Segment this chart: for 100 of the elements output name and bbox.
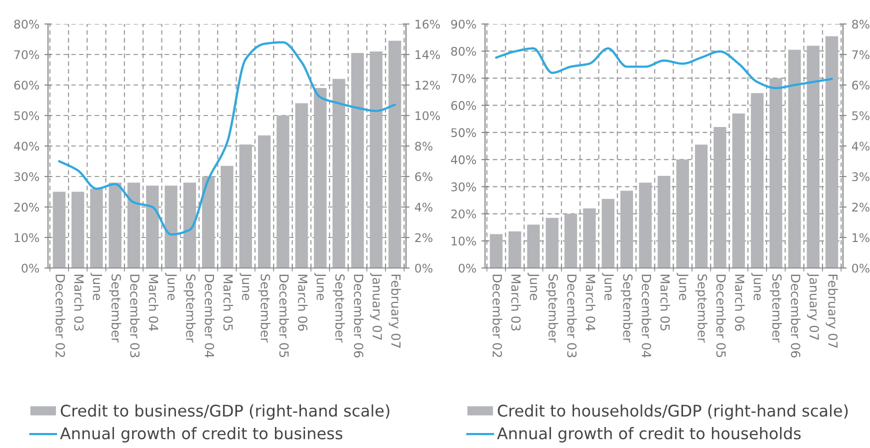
- bar: [90, 188, 103, 268]
- bar: [258, 135, 271, 268]
- y-tick-label: 50%: [14, 111, 40, 120]
- x-tick-label: September: [184, 274, 196, 343]
- bar: [620, 190, 634, 268]
- y-tick-label: 40%: [14, 142, 40, 151]
- bar: [564, 214, 578, 268]
- legend-label: Annual growth of credit to households: [497, 427, 801, 442]
- bar: [183, 182, 196, 268]
- y2-tick-label: 3%: [852, 172, 870, 182]
- x-tick-label: February 07: [388, 274, 401, 348]
- x-tick-label: June: [240, 272, 252, 300]
- y-tick-label: 10%: [452, 236, 476, 246]
- y2-tick-label: 16%: [416, 20, 440, 29]
- y-tick-label: 20%: [14, 202, 40, 212]
- bar: [146, 186, 159, 268]
- x-tick-label: September: [546, 274, 558, 343]
- bar: [508, 231, 522, 268]
- x-tick-label: September: [109, 274, 122, 343]
- y2-tick-label: 8%: [852, 20, 870, 29]
- bar: [694, 144, 708, 268]
- x-tick-label: March 05: [223, 274, 234, 330]
- bar: [546, 218, 558, 268]
- x-tick-label: June: [751, 272, 763, 300]
- x-tick-label: March 04: [586, 274, 596, 331]
- x-tick-label: March 03: [74, 274, 84, 331]
- y-tick-label: 70%: [14, 50, 40, 60]
- y-tick-label: 80%: [451, 46, 476, 56]
- y2-tick-label: 0%: [415, 264, 432, 273]
- bar: [71, 192, 84, 268]
- bar: [658, 176, 670, 268]
- y-tick-label: 50%: [451, 128, 476, 138]
- bar: [490, 234, 503, 268]
- bar: [164, 186, 178, 268]
- x-tick-label: December 03: [567, 274, 577, 358]
- y-tick-label: 90%: [451, 20, 476, 29]
- bar: [732, 113, 745, 268]
- y2-tick-label: 4%: [414, 202, 432, 212]
- y2-tick-label: 10%: [416, 111, 440, 120]
- x-tick-label: December 04: [642, 274, 652, 358]
- bar: [52, 192, 66, 268]
- x-tick-label: September: [258, 274, 270, 343]
- y2-tick-label: 5%: [852, 111, 870, 120]
- bar: [788, 50, 801, 268]
- bar: [239, 144, 252, 268]
- bar: [351, 52, 364, 268]
- x-tick-label: December 02: [56, 274, 66, 357]
- y-tick-label: 30%: [14, 172, 40, 182]
- y2-tick-label: 14%: [416, 50, 440, 60]
- x-tick-label: June: [90, 272, 102, 300]
- x-tick-label: June: [602, 272, 614, 300]
- y2-tick-label: 4%: [852, 142, 870, 151]
- bar: [220, 166, 234, 268]
- y2-tick-label: 6%: [852, 80, 870, 90]
- y-tick-label: 60%: [14, 80, 40, 90]
- x-tick-label: December 03: [130, 274, 140, 358]
- y-tick-label: 20%: [451, 210, 476, 218]
- y2-tick-label: 8%: [415, 142, 432, 151]
- bar: [583, 208, 596, 268]
- legend-label: Annual growth of credit to business: [60, 427, 342, 442]
- bar: [527, 224, 540, 268]
- bar: [202, 176, 215, 268]
- bar: [602, 198, 614, 268]
- bar: [332, 78, 346, 268]
- legend-label: Credit to business/GDP (right-hand scale): [60, 404, 390, 420]
- x-tick-label: June: [676, 272, 688, 300]
- x-tick-label: December 06: [354, 274, 364, 358]
- bar: [676, 160, 689, 268]
- x-tick-label: December 05: [716, 274, 726, 358]
- y-tick-label: 70%: [451, 74, 476, 83]
- x-tick-label: June: [165, 272, 177, 300]
- y-tick-label: 40%: [451, 155, 476, 164]
- bar: [806, 46, 820, 268]
- y-tick-label: 0%: [458, 264, 476, 273]
- y-tick-label: 60%: [451, 101, 476, 110]
- y-tick-label: 80%: [14, 20, 40, 29]
- bar: [750, 93, 764, 268]
- bar: [639, 182, 652, 268]
- x-tick-label: March 06: [298, 274, 308, 331]
- y-tick-label: 10%: [14, 233, 40, 242]
- y2-tick-label: 12%: [416, 80, 440, 90]
- y2-tick-label: 1%: [852, 233, 870, 242]
- bar: [770, 78, 782, 268]
- bar: [370, 51, 383, 268]
- y2-tick-label: 0%: [852, 264, 870, 273]
- x-tick-label: December 06: [790, 274, 801, 358]
- x-tick-label: September: [695, 274, 708, 343]
- bar: [714, 127, 726, 268]
- x-tick-label: June: [314, 272, 326, 300]
- x-tick-label: September: [620, 274, 633, 343]
- x-tick-label: January 07: [807, 272, 819, 340]
- x-tick-label: September: [770, 274, 782, 343]
- x-tick-label: January 07: [370, 272, 382, 340]
- legend-label: Credit to households/GDP (right-hand scale): [498, 404, 848, 420]
- y2-tick-label: 6%: [415, 172, 432, 182]
- bar: [127, 182, 140, 268]
- x-tick-label: December 05: [279, 274, 289, 358]
- x-tick-label: March 04: [148, 274, 158, 331]
- y2-tick-label: 7%: [852, 50, 870, 60]
- x-tick-label: March 06: [734, 274, 745, 331]
